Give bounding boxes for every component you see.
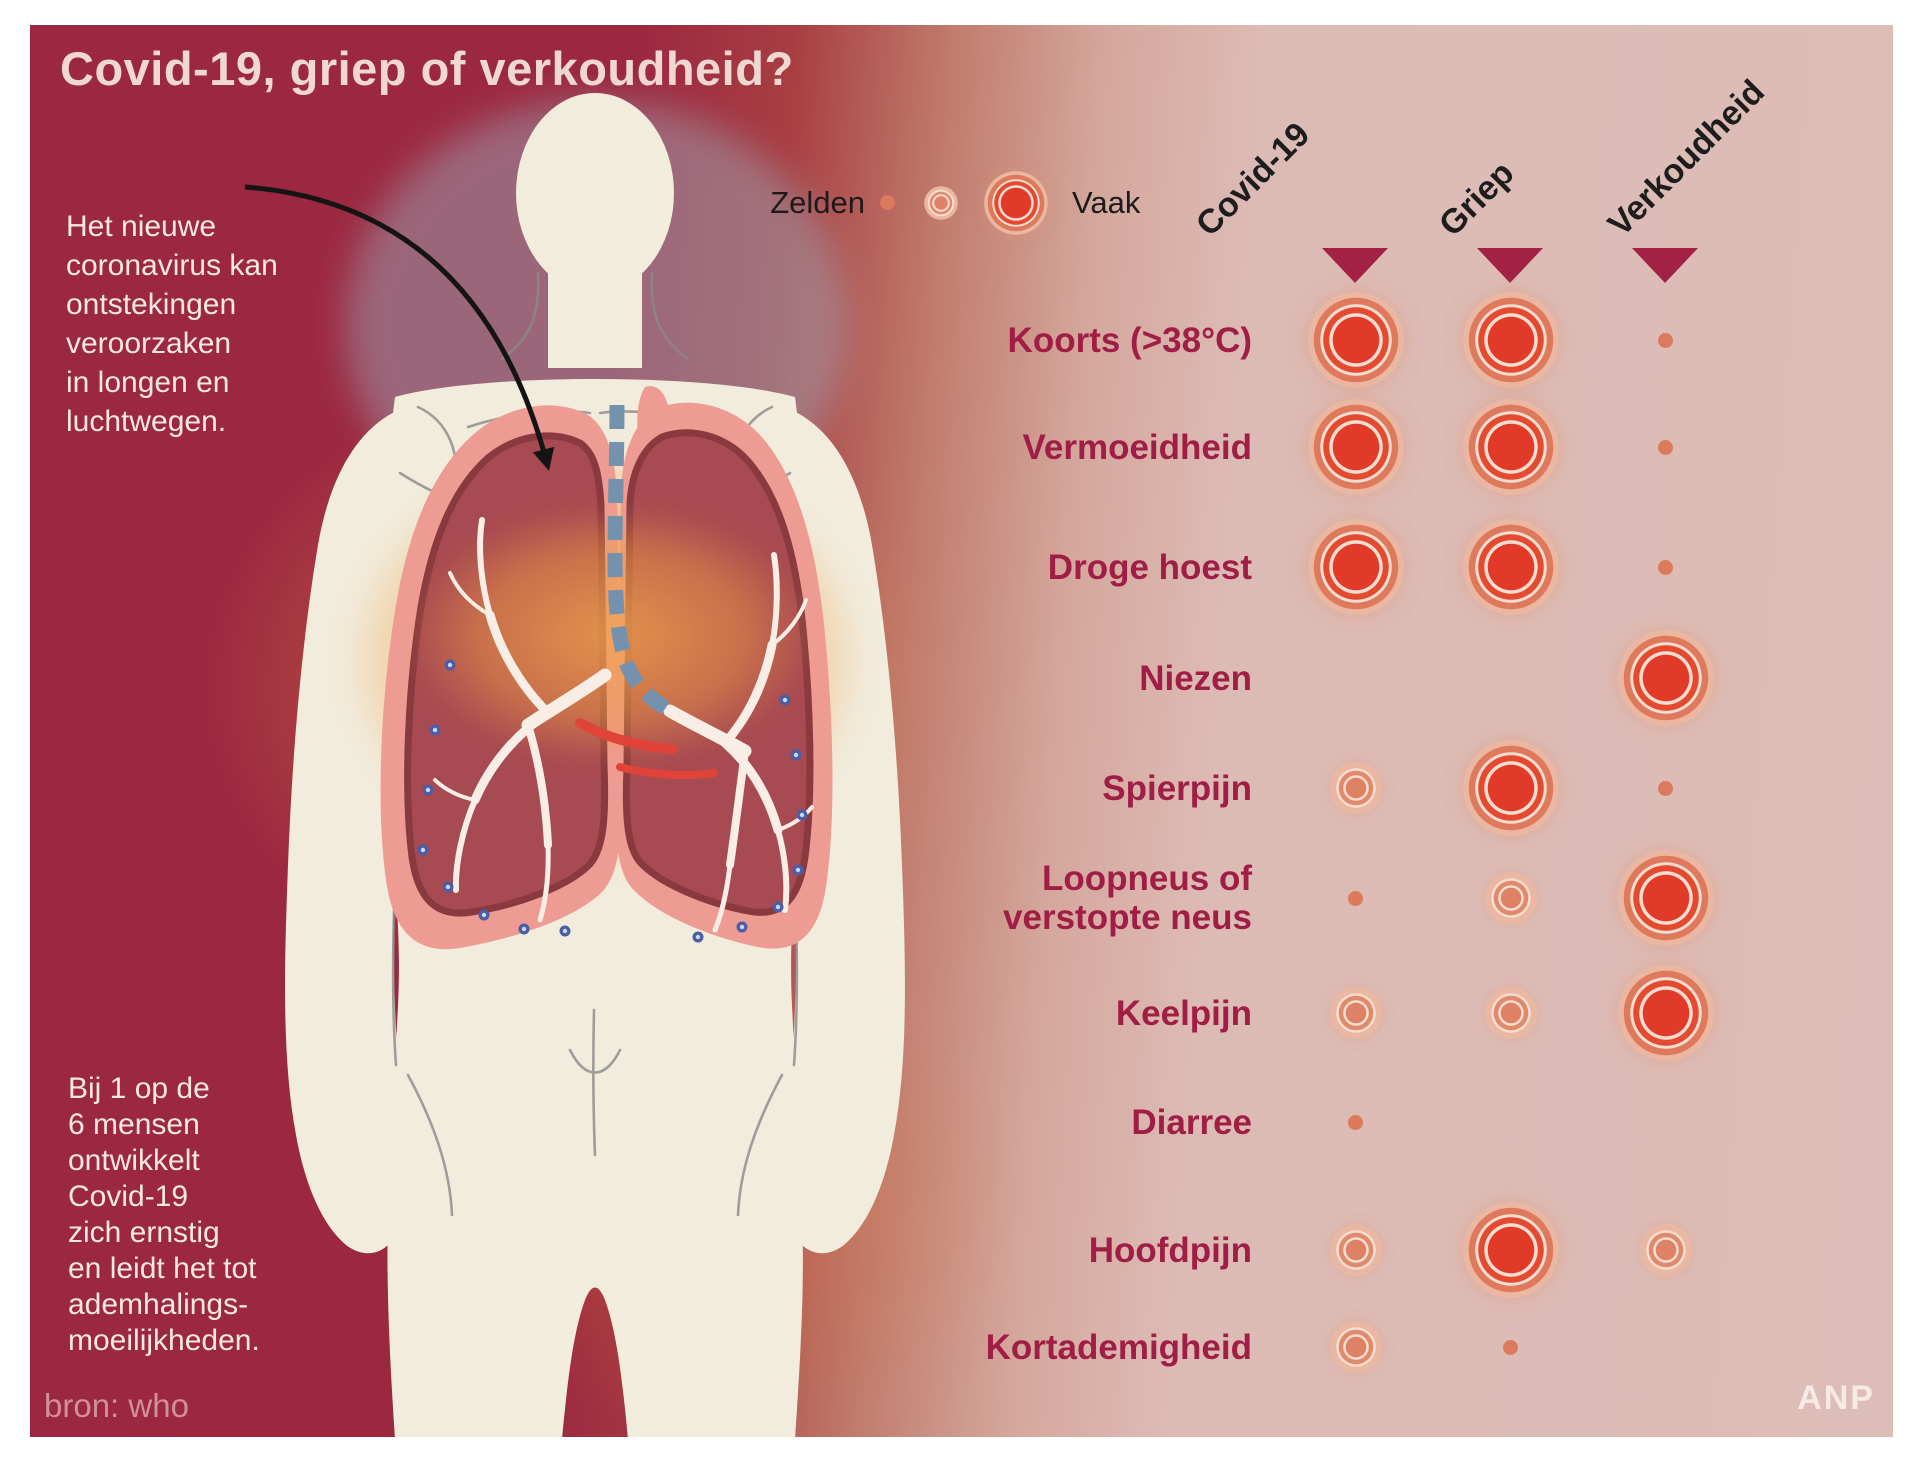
symptom-row-loopneus-of-verstopte-neus: Loopneus of verstopte neus: [713, 843, 1743, 953]
frequency-medium-circle: [1639, 1224, 1692, 1276]
symptom-row-koorts-38-c: Koorts (>38°C): [713, 285, 1743, 395]
cell-griep: [1433, 1339, 1588, 1355]
cell-covid-19: [1278, 890, 1433, 906]
cell-verkoudheid: [1588, 630, 1743, 726]
trachea-dashed-line: [607, 404, 674, 718]
symptom-row-kortademigheid: Kortademigheid: [713, 1292, 1743, 1402]
symptom-label: Droge hoest: [1047, 547, 1252, 587]
symptom-label: Niezen: [1139, 658, 1252, 698]
symptom-label: Spierpijn: [1102, 768, 1252, 808]
symptom-row-niezen: Niezen: [713, 623, 1743, 733]
frequency-medium-circle: [1329, 987, 1382, 1039]
symptom-row-vermoeidheid: Vermoeidheid: [713, 392, 1743, 502]
frequency-large-circle: [1462, 519, 1559, 615]
cell-verkoudheid: [1588, 965, 1743, 1061]
frequency-large-circle: [1462, 399, 1559, 495]
frequency-large-circle: [1462, 740, 1559, 836]
frequency-large-circle: [1617, 965, 1714, 1061]
cell-verkoudheid: [1588, 559, 1743, 575]
symptom-row-keelpijn: Keelpijn: [713, 958, 1743, 1068]
symptom-label: Hoofdpijn: [1088, 1230, 1252, 1270]
cell-griep: [1433, 292, 1588, 388]
symptom-row-droge-hoest: Droge hoest: [713, 512, 1743, 622]
cell-verkoudheid: [1588, 780, 1743, 796]
cell-verkoudheid: [1588, 439, 1743, 455]
frequency-large-circle: [1307, 399, 1404, 495]
column-header-verkoudheid: Verkoudheid: [1600, 72, 1773, 244]
column-arrow-icon: [1477, 248, 1543, 283]
frequency-small-circle: [1658, 439, 1673, 455]
legend-small-circle-icon: [880, 195, 895, 210]
column-header-griep: Griep: [1431, 154, 1522, 244]
cell-verkoudheid: [1588, 332, 1743, 348]
cell-griep: [1433, 987, 1588, 1039]
symptom-row-spierpijn: Spierpijn: [713, 733, 1743, 843]
cell-covid-19: [1278, 292, 1433, 388]
frequency-small-circle: [1348, 1114, 1363, 1130]
frequency-medium-circle: [1484, 872, 1537, 924]
frequency-small-circle: [1503, 1339, 1518, 1355]
frequency-small-circle: [1658, 332, 1673, 348]
frequency-large-circle: [1307, 292, 1404, 388]
cell-covid-19: [1278, 762, 1433, 814]
cell-covid-19: [1278, 399, 1433, 495]
cell-covid-19: [1278, 1224, 1433, 1276]
bronchial-tree: [433, 517, 814, 933]
frequency-medium-circle: [1329, 1321, 1382, 1373]
legend-large-circle-icon: [984, 171, 1048, 235]
frequency-large-circle: [1462, 292, 1559, 388]
symptom-label: Keelpijn: [1115, 993, 1252, 1033]
pulmonary-vessels: [575, 718, 718, 779]
frequency-large-circle: [1462, 1202, 1559, 1298]
annotation-arrow: [244, 184, 555, 471]
symptom-row-diarree: Diarree: [713, 1067, 1743, 1177]
cell-griep: [1433, 399, 1588, 495]
human-figure-illustration: [244, 93, 905, 1437]
frequency-small-circle: [1658, 780, 1673, 796]
column-arrow-icon: [1322, 248, 1388, 283]
cell-verkoudheid: [1588, 1224, 1743, 1276]
symptom-label: Loopneus of verstopte neus: [1003, 859, 1252, 937]
frequency-large-circle: [1617, 630, 1714, 726]
source-credit: bron: who: [44, 1387, 189, 1424]
frequency-medium-circle: [1484, 987, 1537, 1039]
frequency-small-circle: [1348, 890, 1363, 906]
cell-verkoudheid: [1588, 850, 1743, 946]
frequency-medium-circle: [1329, 762, 1382, 814]
symptom-label: Kortademigheid: [985, 1327, 1252, 1367]
cell-griep: [1433, 1202, 1588, 1298]
symptom-label: Diarree: [1131, 1102, 1252, 1142]
cell-covid-19: [1278, 1114, 1433, 1130]
frequency-small-circle: [1658, 559, 1673, 575]
column-arrow-icon: [1632, 248, 1698, 283]
legend-often-label: Vaak: [1072, 185, 1141, 220]
lungs-illustration: [380, 386, 833, 950]
lungs-annotation: Het nieuwe coronavirus kan ontstekingen …: [66, 210, 278, 438]
frequency-medium-circle: [1329, 1224, 1382, 1276]
agency-logo: ANP: [1797, 1379, 1875, 1417]
symptom-row-hoofdpijn: Hoofdpijn: [713, 1195, 1743, 1305]
symptom-label: Vermoeidheid: [1022, 427, 1252, 467]
legend-medium-circle-icon: [924, 186, 958, 220]
severity-annotation: Bij 1 op de 6 mensen ontwikkelt Covid-19…: [68, 1072, 260, 1357]
cell-covid-19: [1278, 1321, 1433, 1373]
cell-covid-19: [1278, 519, 1433, 615]
legend-rare-label: Zelden: [770, 185, 865, 220]
infographic-canvas: Covid-19, griep of verkoudheid? Het nieu…: [30, 25, 1893, 1437]
cell-griep: [1433, 519, 1588, 615]
cell-griep: [1433, 740, 1588, 836]
cell-griep: [1433, 872, 1588, 924]
page-title: Covid-19, griep of verkoudheid?: [60, 42, 794, 95]
frequency-large-circle: [1307, 519, 1404, 615]
frequency-large-circle: [1617, 850, 1714, 946]
column-header-covid-19: Covid-19: [1188, 115, 1318, 244]
symptom-label: Koorts (>38°C): [1007, 320, 1252, 360]
virus-dots: [417, 659, 808, 943]
cell-covid-19: [1278, 987, 1433, 1039]
